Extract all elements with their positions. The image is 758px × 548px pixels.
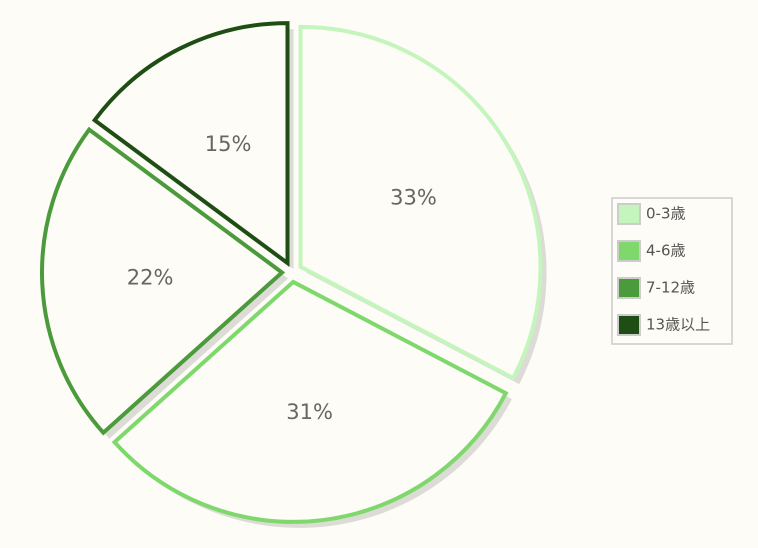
legend-label: 7-12歳 (646, 279, 695, 297)
slice-label: 15% (205, 132, 252, 156)
legend-swatch (617, 203, 641, 225)
slice (298, 24, 543, 381)
slice (91, 21, 290, 268)
slice-label: 22% (127, 266, 174, 290)
legend-label: 13歳以上 (646, 316, 710, 334)
legend-swatch (617, 314, 641, 336)
slice (40, 126, 286, 436)
legend-label: 4-6歳 (646, 242, 686, 260)
slice-label: 33% (390, 185, 437, 209)
slice (111, 279, 509, 524)
slice-label: 31% (286, 400, 333, 424)
legend-swatch (617, 240, 641, 262)
legend-swatch (617, 277, 641, 299)
legend-label: 0-3歳 (646, 205, 686, 223)
